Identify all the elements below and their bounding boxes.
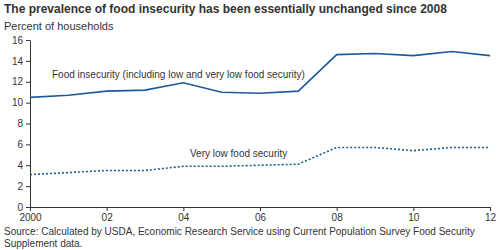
x-tick-label: 2000 [19, 212, 42, 223]
x-axis: 2000 02 04 06 08 10 12 [19, 207, 496, 223]
y-axis: 0 2 4 6 8 10 12 14 16 [12, 35, 31, 213]
y-tick-label: 0 [17, 202, 23, 213]
y-tick-mark [26, 144, 30, 145]
y-tick: 10 [12, 97, 30, 108]
y-tick-mark [26, 82, 30, 83]
x-tick-mark [260, 207, 261, 211]
x-tick-mark [337, 207, 338, 211]
x-tick: 02 [102, 207, 114, 223]
x-tick-mark [30, 207, 31, 211]
x-tick-label: 02 [102, 212, 114, 223]
y-tick-mark [26, 165, 30, 166]
y-tick: 6 [17, 139, 30, 150]
x-tick: 12 [485, 207, 497, 223]
y-tick: 14 [12, 56, 30, 67]
x-tick: 06 [255, 207, 267, 223]
y-tick-mark [26, 124, 30, 125]
y-tick-label: 10 [12, 97, 24, 108]
x-tick: 08 [332, 207, 344, 223]
title: The prevalence of food insecurity has be… [4, 2, 447, 16]
chart: The prevalence of food insecurity has be… [0, 0, 500, 250]
series-line [30, 148, 490, 175]
series-label: Very low food security [190, 148, 287, 159]
y-tick-mark [26, 61, 30, 62]
y-tick-label: 2 [17, 181, 23, 192]
x-tick-mark [413, 207, 414, 211]
x-tick-mark [107, 207, 108, 211]
y-tick-label: 14 [12, 56, 24, 67]
y-axis-label: Percent of households [4, 20, 114, 32]
y-tick-mark [26, 186, 30, 187]
y-tick-label: 8 [17, 118, 23, 129]
y-tick-mark [26, 207, 30, 208]
y-tick: 2 [17, 181, 30, 192]
y-tick: 4 [17, 160, 30, 171]
lines [30, 51, 490, 174]
series-line [30, 51, 490, 97]
x-tick-label: 04 [178, 212, 190, 223]
x-tick-label: 06 [255, 212, 267, 223]
series-label: Food insecurity (including low and very … [52, 69, 305, 80]
plot: 20000204060810120246810121416Food insecu… [12, 35, 497, 223]
y-tick-label: 4 [17, 160, 23, 171]
x-tick-label: 10 [408, 212, 420, 223]
source-note: Source: Calculated by USDA, Economic Res… [4, 226, 496, 250]
x-tick-mark [490, 207, 491, 211]
x-tick-label: 12 [485, 212, 497, 223]
y-tick-label: 6 [17, 139, 23, 150]
y-tick: 8 [17, 118, 30, 129]
y-tick-label: 12 [12, 76, 24, 87]
x-tick-label: 08 [332, 212, 344, 223]
y-tick-mark [26, 103, 30, 104]
y-tick: 0 [17, 202, 30, 213]
y-tick: 12 [12, 76, 30, 87]
x-tick: 10 [408, 207, 420, 223]
x-tick-mark [183, 207, 184, 211]
y-tick-mark [26, 40, 30, 41]
y-tick-label: 16 [12, 35, 24, 46]
y-axis-line [30, 41, 31, 208]
x-tick: 04 [178, 207, 190, 223]
y-tick: 16 [12, 35, 30, 46]
